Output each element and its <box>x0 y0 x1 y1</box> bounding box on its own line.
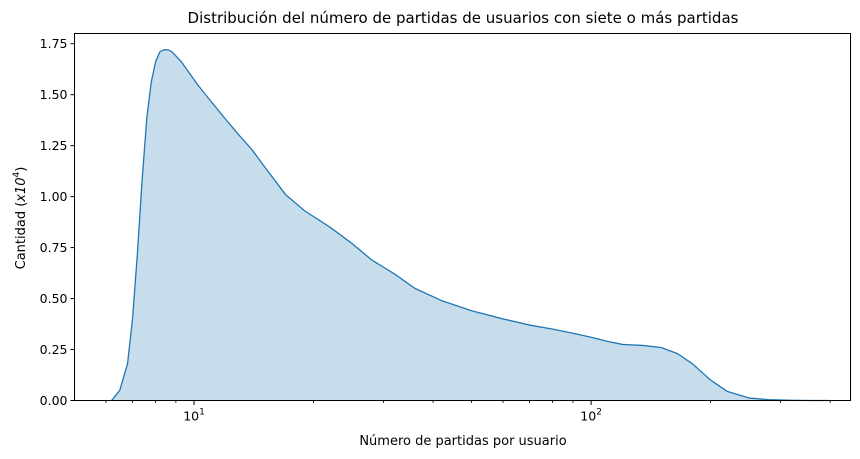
y-axis-title-base: x10 <box>14 177 29 202</box>
series-0-area <box>111 49 831 401</box>
chart-title: Distribución del número de partidas de u… <box>188 9 739 27</box>
y-tick-label: 1.00 <box>40 189 68 204</box>
series-0-line <box>111 49 831 402</box>
x-tick-label: 102 <box>580 408 602 424</box>
y-axis-title-exponent: 4 <box>12 171 22 177</box>
x-axis-title: Número de partidas por usuario <box>359 434 566 449</box>
x-tick-label: 101 <box>183 408 205 424</box>
x-tick-label-base: 10 <box>580 409 596 424</box>
y-tick-label: 0.75 <box>40 240 68 255</box>
y-tick-label: 1.50 <box>40 87 68 102</box>
y-tick-label: 0.25 <box>40 342 68 357</box>
y-tick-label: 1.75 <box>40 36 68 51</box>
y-tick-label: 0.00 <box>40 393 68 408</box>
plot-area <box>111 49 831 402</box>
y-tick-label: 0.50 <box>40 291 68 306</box>
plot-frame <box>74 33 851 401</box>
y-axis-title-suffix: ) <box>14 167 29 172</box>
y-axis: 0.00 0.25 0.50 0.75 1.00 1.25 1.50 1.75 <box>40 36 75 408</box>
y-tick-label: 1.25 <box>40 138 68 153</box>
y-axis-title: Cantidad (x104) <box>12 167 29 270</box>
y-axis-title-prefix: Cantidad ( <box>14 202 29 270</box>
x-axis: 101 102 <box>105 400 831 424</box>
x-tick-label-exponent: 2 <box>596 408 602 418</box>
x-tick-label-base: 10 <box>183 409 199 424</box>
x-tick-label-exponent: 1 <box>199 408 205 418</box>
